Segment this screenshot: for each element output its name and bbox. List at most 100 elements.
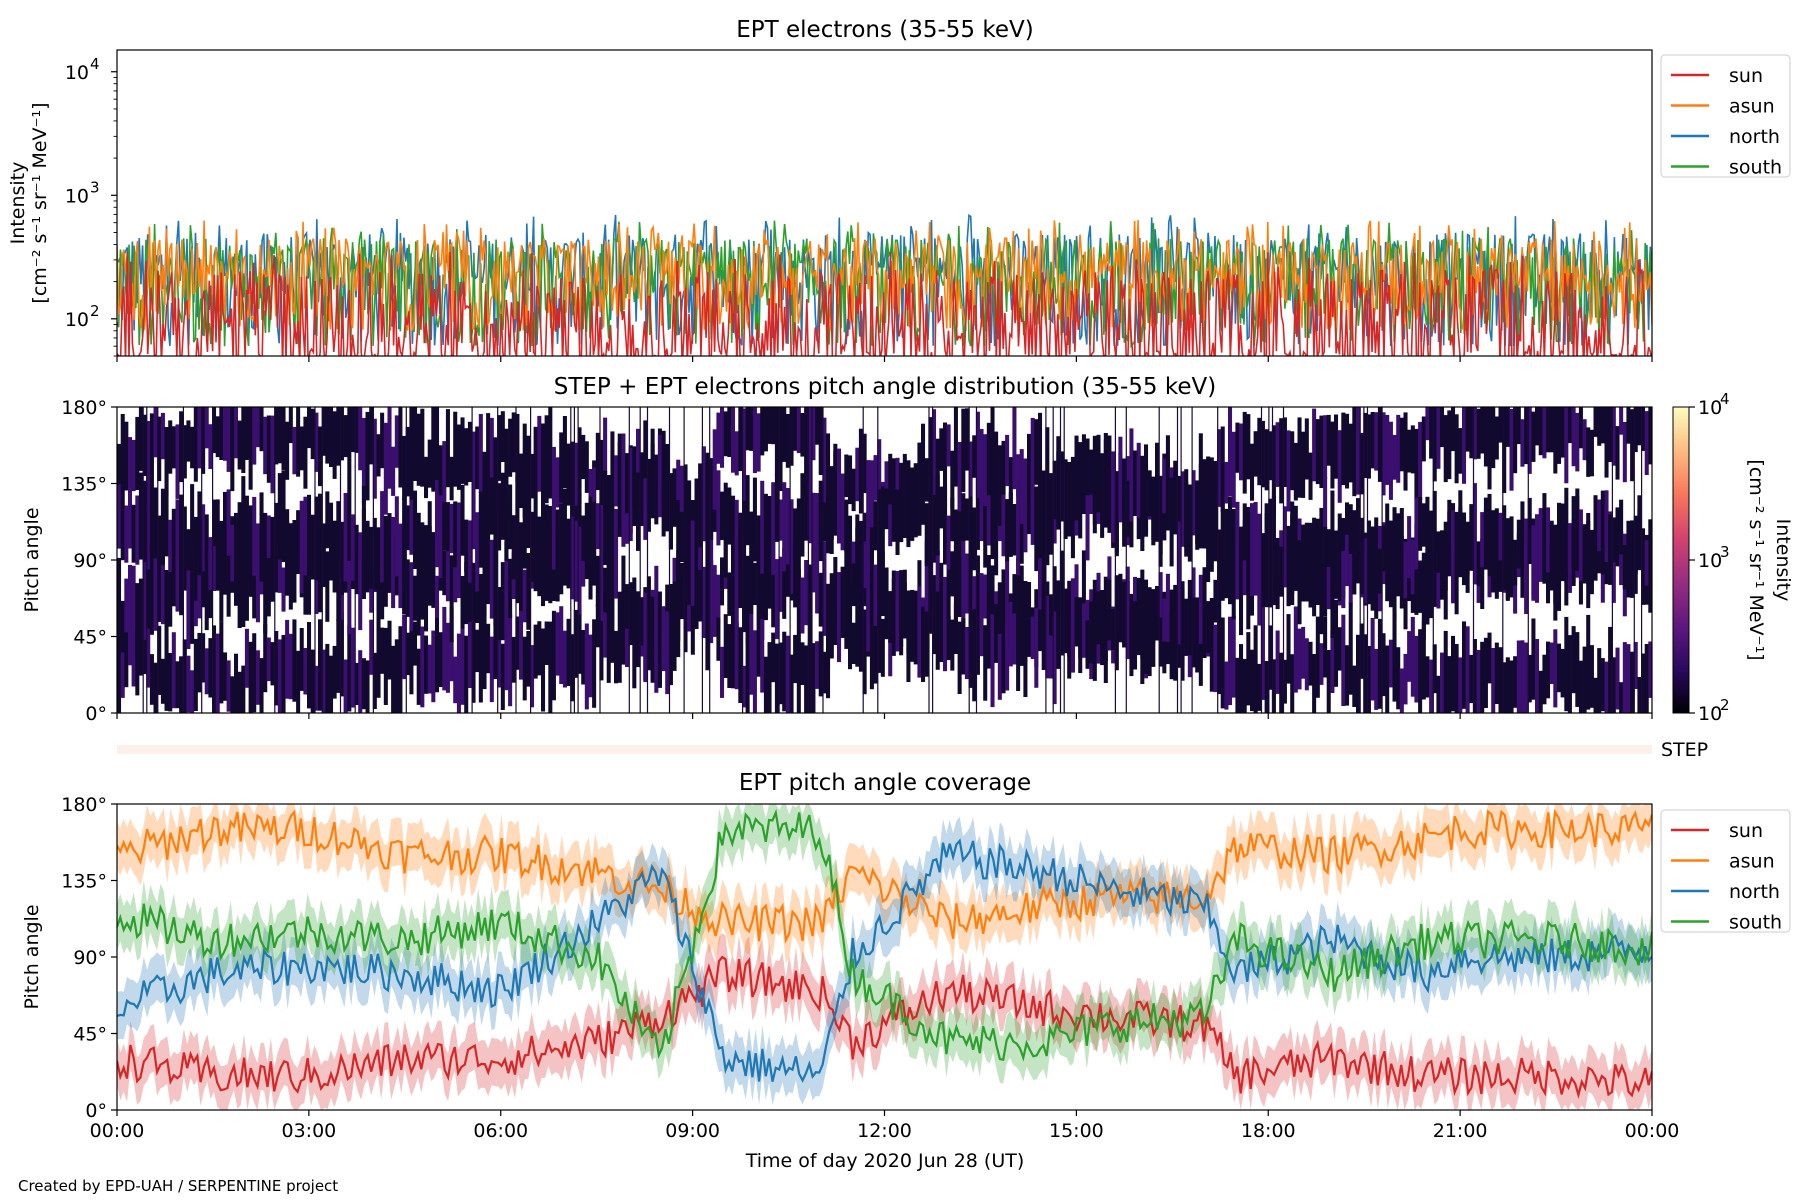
heatmap-cell: [124, 505, 129, 563]
panel3-series: [117, 804, 1652, 1110]
heatmap-cell: [1381, 407, 1383, 713]
heatmap-cell: [924, 611, 929, 677]
heatmap-cell: [551, 610, 556, 701]
heatmap-cell: [314, 665, 319, 711]
heatmap-cell: [263, 555, 268, 634]
heatmap-cell: [1217, 429, 1222, 507]
heatmap-cell: [405, 407, 407, 713]
x-tick-label: 09:00: [665, 1120, 720, 1142]
heatmap-cell: [866, 460, 871, 545]
heatmap-cell: [1622, 422, 1627, 483]
heatmap-cell: [248, 641, 253, 713]
heatmap-cell: [508, 418, 513, 477]
heatmap-cell: [135, 583, 140, 660]
colorbar-tick-exponent: 2: [1720, 696, 1730, 714]
heatmap-cell: [1619, 682, 1624, 713]
heatmap-cell: [1538, 518, 1543, 582]
heatmap-cell: [818, 407, 823, 475]
heatmap-cell: [493, 437, 498, 511]
heatmap-cell: [1502, 407, 1507, 493]
heatmap-cell: [519, 522, 524, 575]
heatmap-cell: [639, 597, 644, 646]
heatmap-cell: [705, 492, 710, 573]
heatmap-cell: [661, 484, 666, 537]
heatmap-cell: [698, 463, 703, 548]
heatmap-cell: [1491, 648, 1496, 713]
heatmap-cell: [1370, 412, 1375, 469]
heatmap-cell: [822, 498, 827, 541]
heatmap-cell: [1520, 419, 1525, 467]
heatmap-cell: [1374, 517, 1379, 598]
heatmap-cell: [1549, 407, 1554, 453]
heatmap-cell: [720, 407, 725, 468]
heatmap-cell: [636, 591, 641, 667]
y-tick-label: 10: [65, 62, 89, 84]
heatmap-cell: [972, 609, 977, 702]
heatmap-cell: [215, 633, 220, 713]
heatmap-cell: [1615, 647, 1620, 710]
heatmap-cell: [767, 535, 772, 609]
heatmap-cell: [252, 633, 257, 713]
heatmap-cell: [1348, 601, 1353, 695]
heatmap-cell: [204, 514, 209, 561]
heatmap-cell: [873, 611, 878, 684]
heatmap-cell: [387, 407, 392, 489]
heatmap-cell: [1476, 408, 1481, 459]
heatmap-cell: [570, 441, 575, 531]
heatmap-cell: [628, 448, 633, 541]
heatmap-cell: [1421, 416, 1426, 462]
heatmap-cell: [394, 496, 399, 577]
heatmap-cell: [1648, 641, 1652, 698]
heatmap-cell: [1454, 414, 1459, 484]
heatmap-cell: [1637, 495, 1642, 571]
heatmap-cell: [1217, 601, 1222, 695]
heatmap-cell: [796, 645, 801, 713]
heatmap-cell: [1345, 534, 1350, 587]
heatmap-cell: [1399, 417, 1404, 472]
heatmap-cell: [778, 642, 783, 705]
heatmap-cell: [975, 555, 980, 605]
heatmap-cell: [566, 443, 571, 506]
heatmap-cell: [1502, 505, 1507, 591]
heatmap-cell: [1019, 449, 1024, 525]
heatmap-cell: [873, 564, 878, 626]
colorbar-tick-label: 10: [1698, 703, 1722, 725]
heatmap-cell: [310, 408, 315, 460]
heatmap-cell: [1582, 524, 1587, 571]
heatmap-cell: [921, 606, 926, 682]
heatmap-cell: [266, 637, 271, 682]
heatmap-cell: [270, 642, 275, 686]
heatmap-cell: [299, 628, 304, 691]
heatmap-cell: [380, 627, 385, 674]
heatmap-cell: [1352, 407, 1357, 497]
heatmap-cell: [1012, 407, 1017, 490]
heatmap-cell: [153, 407, 158, 458]
heatmap-cell: [559, 432, 564, 525]
heatmap-cell: [1282, 407, 1285, 713]
heatmap-cell: [1005, 499, 1010, 562]
heatmap-cell: [555, 612, 560, 676]
heatmap-cell: [1260, 608, 1265, 700]
heatmap-cell: [471, 641, 476, 703]
heatmap-cell: [489, 417, 494, 508]
heatmap-cell: [544, 621, 549, 665]
heatmap-cell: [946, 616, 951, 661]
heatmap-cell: [1388, 639, 1393, 688]
heatmap-cell: [1038, 494, 1043, 559]
series-line-asun: [117, 809, 1652, 944]
heatmap-cell: [1418, 629, 1423, 713]
heatmap-cell: [1107, 467, 1112, 533]
heatmap-cell: [1217, 407, 1219, 713]
heatmap-cell: [833, 451, 838, 514]
heatmap-cell: [701, 407, 703, 713]
y-tick-label: 45°: [73, 1024, 107, 1046]
heatmap-cell: [1250, 443, 1255, 501]
heatmap-cell: [1016, 481, 1021, 576]
heatmap-cell: [997, 582, 1002, 657]
heatmap-cell: [778, 499, 783, 541]
heatmap-cell: [471, 407, 473, 713]
panel1-ylabel: Intensity: [7, 162, 29, 245]
heatmap-cell: [800, 413, 805, 457]
heatmap-cell: [1304, 554, 1309, 602]
